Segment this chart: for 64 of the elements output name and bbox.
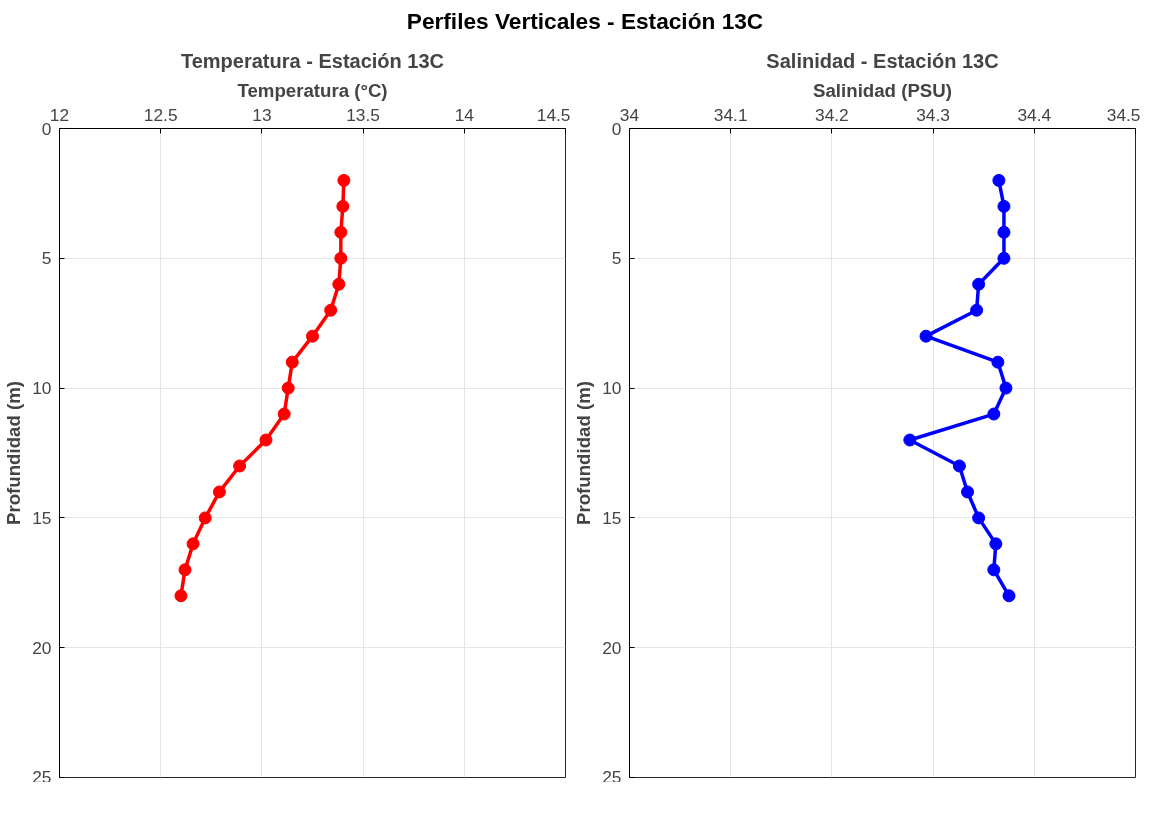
point <box>259 433 273 447</box>
point <box>961 485 975 499</box>
point <box>989 537 1003 551</box>
point <box>903 433 917 447</box>
y-tick-label: 10 <box>602 378 622 399</box>
y-tick-label: 15 <box>602 508 622 529</box>
point <box>334 226 348 240</box>
point <box>972 511 986 525</box>
x-axis-title: Temperatura (°C) <box>237 79 388 101</box>
point <box>178 563 192 577</box>
point <box>324 304 338 318</box>
point <box>919 330 933 344</box>
y-tick-label: 25 <box>602 766 622 787</box>
point <box>997 226 1011 240</box>
x-tick-label: 34.3 <box>916 104 950 125</box>
point <box>233 459 247 473</box>
point <box>277 407 291 421</box>
y-axis-title: Profundidad (m) <box>573 381 595 526</box>
point <box>332 278 346 292</box>
point <box>281 381 295 395</box>
x-axis-title: Salinidad (PSU) <box>813 79 952 101</box>
point <box>285 356 299 369</box>
y-tick-label: 20 <box>32 638 52 659</box>
point <box>186 537 200 551</box>
text: Perfiles Verticales - Estación 13C <box>406 7 764 36</box>
point <box>337 174 351 188</box>
point <box>999 381 1013 395</box>
y-axis-title: Profundidad (m) <box>3 381 25 526</box>
point <box>336 200 350 214</box>
y-tick-label: 0 <box>41 118 52 139</box>
point <box>212 485 226 499</box>
point <box>306 330 319 344</box>
x-tick-label: 12.5 <box>143 104 178 125</box>
point <box>972 278 986 292</box>
point <box>174 589 188 603</box>
point <box>997 252 1011 266</box>
point <box>987 563 1001 577</box>
point <box>952 459 966 473</box>
x-tick-label: 13 <box>252 104 272 125</box>
point <box>987 407 1001 421</box>
y-tick-label: 15 <box>32 508 52 529</box>
x-tick-label: 34 <box>619 104 640 125</box>
x-tick-label: 12 <box>49 104 70 125</box>
x-tick-label: 34.1 <box>713 104 748 125</box>
y-tick-label: 20 <box>602 638 622 659</box>
x-tick-label: 34.2 <box>815 104 849 125</box>
y-tick-label: 5 <box>41 248 52 269</box>
point <box>334 252 348 266</box>
point <box>991 356 1005 369</box>
y-tick-label: 5 <box>611 248 622 269</box>
chart-title: Salinidad - Estación 13C <box>766 49 999 72</box>
x-tick-label: 34.4 <box>1017 104 1052 125</box>
y-tick-label: 25 <box>32 766 52 787</box>
point <box>992 174 1006 188</box>
x-tick-label: 14 <box>454 104 475 125</box>
point <box>970 304 984 318</box>
chart-title: Temperatura - Estación 13C <box>180 49 445 72</box>
x-tick-label: 34.5 <box>1106 104 1141 125</box>
y-tick-label: 10 <box>32 378 52 399</box>
x-tick-label: 14.5 <box>536 104 571 125</box>
x-tick-label: 13.5 <box>346 104 380 125</box>
point <box>997 200 1011 214</box>
point <box>1002 589 1016 603</box>
point <box>198 511 212 525</box>
